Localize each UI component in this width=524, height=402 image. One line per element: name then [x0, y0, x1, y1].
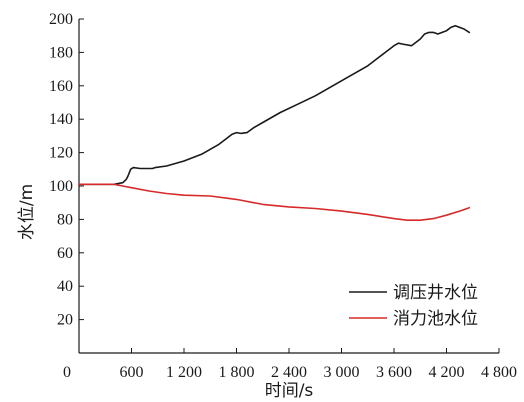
x-tick-label: 0: [63, 364, 71, 381]
x-tick-label: 600: [120, 364, 144, 381]
y-tick-label: 140: [49, 111, 73, 128]
y-tick-label: 200: [49, 11, 73, 28]
y-tick-label: 120: [49, 145, 73, 162]
series-line-2: [78, 183, 471, 221]
y-tick-label: 160: [49, 78, 73, 95]
x-tick-label: 2 400: [271, 364, 307, 381]
y-tick-label: 40: [57, 278, 73, 295]
x-tick-label: 1 800: [219, 364, 255, 381]
series-line-1: [78, 24, 471, 186]
x-axis-title: 时间/s: [265, 381, 314, 401]
x-tick-label: 4 800: [481, 364, 517, 381]
y-tick-label: 180: [49, 44, 73, 61]
x-tick-label: 1 200: [166, 364, 202, 381]
y-tick-label: 100: [49, 178, 73, 195]
y-axis-title: 水位/m: [17, 184, 37, 240]
y-tick-label: 80: [57, 211, 73, 228]
x-tick-label: 3 000: [324, 364, 360, 381]
y-tick-label: 60: [57, 245, 73, 262]
legend-label-1: 调压井水位: [393, 283, 478, 303]
chart-series: [78, 24, 471, 221]
x-tick-label: 3 600: [376, 364, 412, 381]
chart-axes: 20 40 60 80 100 120 140 160 180 200 0 600 1 200 1 800…: [49, 11, 517, 381]
x-tick-label: 4 200: [429, 364, 465, 381]
y-tick-label: 20: [57, 312, 73, 329]
legend-label-2: 消力池水位: [393, 309, 478, 329]
